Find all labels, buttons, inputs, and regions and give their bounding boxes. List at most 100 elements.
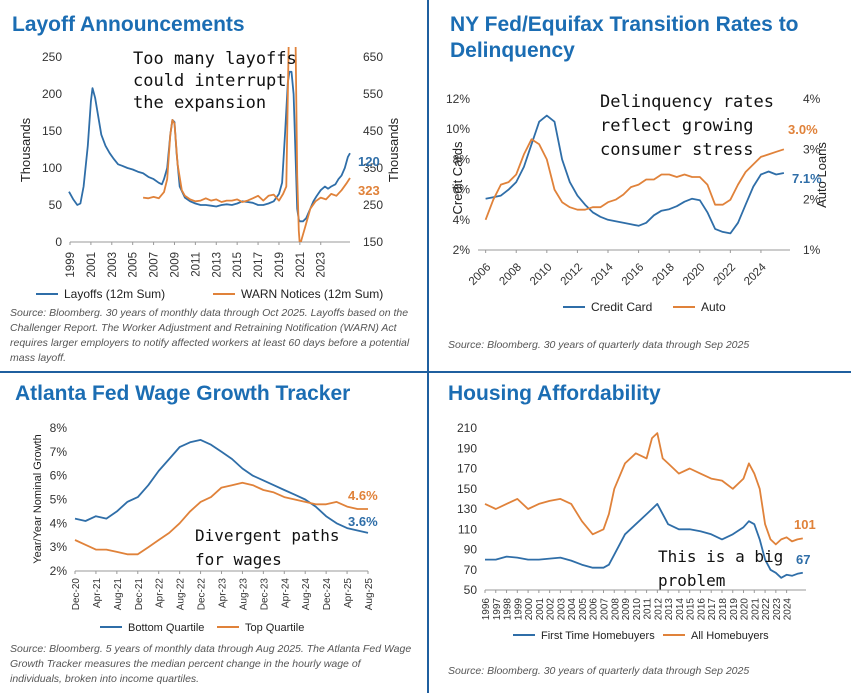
annotation-text: for wages bbox=[195, 550, 282, 569]
x-tick-label: Dec-21 bbox=[134, 578, 145, 611]
y2-axis-title: Thousands bbox=[386, 117, 401, 182]
y-tick-label: 150 bbox=[42, 124, 62, 138]
wage-chart: 2% 3% 4% 5% 6% 7% 8% Dec-20 Apr-21 Aug-21 Dec-21 Ap… bbox=[32, 421, 378, 634]
y-tick-label: 200 bbox=[42, 87, 62, 101]
x-tick-label: 2008 bbox=[497, 261, 524, 288]
x-tick-label: 2007 bbox=[149, 252, 161, 278]
housing-chart: 50 70 90 110 130 150 170 190 210 1996 1997 1998 1999… bbox=[457, 421, 816, 642]
x-tick-label: 2019 bbox=[729, 598, 740, 621]
y-tick-label: 190 bbox=[457, 441, 477, 455]
y2-tick-label: 150 bbox=[363, 235, 383, 249]
wage-chart-title: Atlanta Fed Wage Growth Tracker bbox=[15, 382, 351, 405]
y-tick-label: 4% bbox=[50, 516, 68, 530]
x-tick-label: 2011 bbox=[643, 598, 654, 620]
y-tick-label: 3% bbox=[50, 540, 68, 554]
y-axis-title: Thousands bbox=[18, 117, 33, 182]
x-tick-label: 2011 bbox=[190, 252, 202, 277]
annotation-text: Divergent paths bbox=[195, 526, 340, 545]
annotation-text: This is a big bbox=[658, 547, 783, 566]
y-tick-label: 4% bbox=[453, 213, 471, 227]
y-tick-label: 170 bbox=[457, 462, 477, 476]
series-line-orange bbox=[74, 481, 368, 556]
y2-tick-label: 2% bbox=[803, 193, 821, 207]
y-tick-label: 12% bbox=[446, 92, 470, 106]
y2-tick-label: 650 bbox=[363, 50, 383, 64]
x-tick-label: Dec-23 bbox=[259, 578, 270, 611]
y-tick-label: 130 bbox=[457, 502, 477, 516]
x-tick-label: 1999 bbox=[513, 598, 524, 621]
x-tick-label: Aug-22 bbox=[176, 578, 187, 611]
end-value-label-orange: 3.0% bbox=[788, 122, 818, 137]
x-tick-label: 2020 bbox=[740, 598, 751, 621]
x-tick-label: 2009 bbox=[621, 598, 632, 621]
y-tick-label: 5% bbox=[50, 493, 68, 507]
x-tick-label: Apr-25 bbox=[343, 578, 354, 608]
x-tick-label: 2013 bbox=[664, 598, 675, 621]
x-tick-label: 2000 bbox=[524, 598, 535, 621]
x-tick-label: Aug-23 bbox=[238, 578, 249, 611]
x-tick-label: 2024 bbox=[742, 261, 769, 288]
end-value-label-blue: 120 bbox=[358, 154, 380, 169]
end-value-label-blue: 7.1% bbox=[792, 171, 822, 186]
y-tick-label: 110 bbox=[458, 522, 477, 536]
x-tick-label: 2024 bbox=[783, 598, 794, 621]
end-value-label-blue: 67 bbox=[796, 552, 810, 567]
y-tick-label: 70 bbox=[464, 563, 478, 577]
annotation-text: reflect growing bbox=[600, 116, 754, 136]
x-tick-label: 2003 bbox=[107, 252, 119, 278]
x-tick-label: Dec-22 bbox=[197, 578, 208, 611]
annotation-text: the expansion bbox=[133, 93, 266, 113]
x-tick-label: 2019 bbox=[274, 252, 286, 278]
layoff-chart: 0 50 100 150 200 250 150 250 350 450 550 650 1999 200… bbox=[18, 47, 401, 301]
housing-chart-title: Housing Affordability bbox=[448, 382, 661, 405]
wage-source-note: Source: Bloomberg. 5 years of monthly da… bbox=[10, 643, 412, 685]
y2-tick-label: 4% bbox=[803, 92, 821, 106]
x-tick-label: 2003 bbox=[556, 598, 567, 621]
y2-tick-label: 3% bbox=[803, 142, 821, 156]
y-axis-title: Credit Cards bbox=[450, 141, 465, 214]
x-tick-label: 2005 bbox=[128, 252, 140, 278]
y-tick-label: 150 bbox=[457, 482, 477, 496]
y-axis-title: Year/Year Nominal Growth bbox=[32, 434, 44, 563]
housing-panel: Housing Affordability 50 70 90 110 130 150 170… bbox=[428, 372, 851, 693]
delinquency-panel: NY Fed/Equifax Transition Rates to Delin… bbox=[428, 0, 851, 370]
x-tick-label: 2021 bbox=[295, 252, 307, 278]
y-tick-label: 6% bbox=[50, 469, 68, 483]
x-tick-label: Aug-25 bbox=[364, 578, 375, 611]
x-tick-label: 2006 bbox=[467, 261, 494, 288]
y-tick-label: 0 bbox=[55, 235, 62, 249]
annotation-text: problem bbox=[658, 571, 725, 590]
x-tick-label: Dec-20 bbox=[71, 578, 82, 611]
panel-divider-vertical bbox=[427, 0, 429, 693]
legend-label-blue: Credit Card bbox=[591, 300, 652, 314]
y-tick-label: 8% bbox=[50, 421, 68, 435]
y-tick-label: 100 bbox=[42, 161, 62, 175]
x-tick-label: 2010 bbox=[632, 598, 643, 621]
x-tick-label: 1997 bbox=[492, 598, 503, 621]
x-tick-label: 2010 bbox=[528, 261, 555, 288]
housing-source-note: Source: Bloomberg. 30 years of quarterly… bbox=[448, 665, 750, 677]
x-tick-label: 2015 bbox=[232, 252, 244, 278]
x-tick-label: 2015 bbox=[686, 598, 697, 621]
delinquency-chart-title: NY Fed/Equifax Transition Rates to Delin… bbox=[450, 13, 799, 62]
x-tick-label: 2002 bbox=[546, 598, 557, 621]
y2-tick-label: 350 bbox=[363, 161, 383, 175]
x-tick-label: 2006 bbox=[589, 598, 600, 621]
x-tick-label: 2023 bbox=[316, 252, 328, 278]
x-tick-label: 2017 bbox=[253, 252, 265, 278]
y-tick-label: 7% bbox=[50, 445, 68, 459]
legend-label-blue: Layoffs (12m Sum) bbox=[64, 287, 165, 301]
y2-tick-label: 1% bbox=[803, 243, 821, 257]
annotation-text: Delinquency rates bbox=[600, 92, 774, 112]
x-tick-label: 2009 bbox=[169, 252, 181, 278]
x-tick-label: 1996 bbox=[481, 598, 492, 621]
series-line-blue bbox=[485, 114, 785, 235]
annotation-text: consumer stress bbox=[600, 140, 754, 160]
layoff-panel: Layoff Announcements 0 50 100 150 200 250 150 2… bbox=[0, 0, 425, 370]
panel-divider-horizontal bbox=[0, 371, 851, 373]
legend-label-orange: WARN Notices (12m Sum) bbox=[241, 287, 383, 301]
y-tick-label: 6% bbox=[453, 183, 471, 197]
end-value-label-orange: 323 bbox=[358, 183, 380, 198]
x-tick-label: 2012 bbox=[559, 261, 586, 288]
layoff-source-note: Source: Bloomberg. 30 years of monthly d… bbox=[10, 307, 410, 364]
